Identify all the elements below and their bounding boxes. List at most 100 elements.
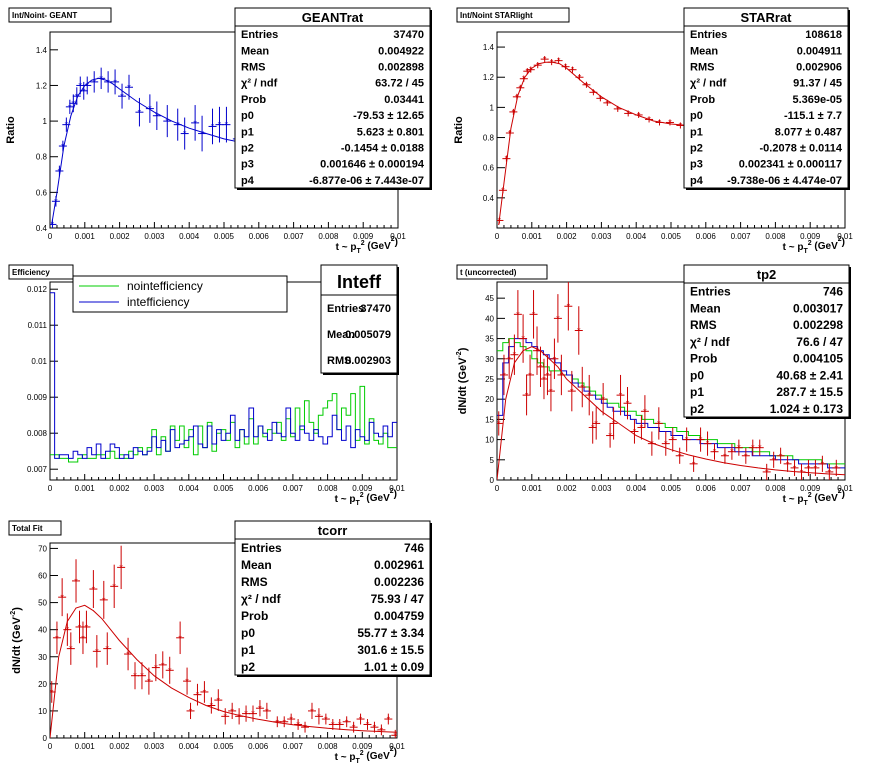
point-marker: * — [513, 350, 517, 360]
x-tick-label: 0.006 — [248, 484, 269, 493]
point-marker: * — [577, 326, 581, 336]
point-marker: * — [564, 62, 568, 72]
data-point: * — [585, 374, 594, 416]
stats-key: p2 — [690, 142, 703, 154]
data-point: * — [568, 65, 577, 75]
data-point: * — [578, 366, 587, 408]
point-marker: * — [82, 86, 86, 96]
data-point: * — [370, 721, 379, 733]
point-marker: * — [140, 671, 144, 681]
x-axis-title: t ~ pT2 (GeV2) — [335, 746, 397, 765]
stats-key: Prob — [690, 352, 717, 366]
point-marker: * — [516, 310, 520, 320]
data-point: * — [575, 73, 584, 83]
data-point: * — [606, 423, 615, 448]
point-marker: * — [758, 443, 762, 453]
x-tick-label: 0.01 — [389, 742, 405, 751]
data-point: * — [523, 67, 532, 77]
data-point: * — [727, 443, 736, 460]
point-marker: * — [751, 443, 755, 453]
x-tick-label: 0.002 — [109, 742, 130, 751]
x-tick-label: 0.008 — [318, 232, 339, 241]
y-tick-label: 0.007 — [27, 465, 48, 474]
point-marker: * — [394, 731, 398, 741]
data-point: * — [50, 681, 56, 703]
point-marker: * — [606, 98, 610, 108]
data-point: * — [89, 570, 98, 608]
data-point: * — [356, 713, 365, 725]
point-marker: * — [113, 77, 117, 87]
x-axis-title-part: t ~ p — [335, 494, 356, 505]
point-marker: * — [549, 387, 553, 397]
point-marker: * — [497, 419, 501, 429]
stats-title: STARrat — [740, 10, 792, 25]
tcorr-panel: 0 0.001 0.002 0.003 0.004 0.005 0.006 0.007 0.00… — [8, 520, 432, 765]
data-point: * — [200, 681, 209, 703]
point-marker: * — [737, 443, 741, 453]
x-axis-title-part: T — [803, 248, 808, 255]
data-point: * — [720, 447, 729, 464]
stats-value: 0.002903 — [345, 355, 391, 367]
data-point: * — [342, 716, 351, 727]
point-marker: * — [546, 370, 550, 380]
x-tick-label: 0.009 — [800, 232, 821, 241]
point-marker: * — [658, 118, 662, 128]
stats-key: Mean — [241, 558, 272, 572]
y-tick-label: 0.6 — [483, 164, 495, 173]
stats-key: RMS — [241, 575, 268, 589]
point-marker: * — [324, 715, 328, 725]
x-tick-label: 0.003 — [144, 742, 165, 751]
data-point: * — [522, 374, 531, 416]
data-point: * — [499, 354, 508, 396]
point-marker: * — [265, 706, 269, 716]
point-marker: * — [643, 407, 647, 417]
point-marker: * — [507, 354, 511, 364]
y-axis-title-close: ) — [11, 607, 23, 611]
stats-key: p4 — [241, 175, 255, 187]
point-marker: * — [601, 395, 605, 405]
stats-key: p0 — [690, 368, 704, 382]
point-marker: * — [532, 310, 536, 320]
point-marker: * — [525, 391, 529, 401]
data-point: * — [734, 439, 743, 456]
point-marker: * — [542, 374, 546, 384]
y-tick-label: 35 — [485, 335, 494, 344]
data-point: * — [287, 713, 296, 725]
data-point: * — [603, 98, 612, 108]
x-axis-title: t ~ pT2 (GeV2) — [783, 488, 845, 507]
point-marker: * — [529, 65, 533, 75]
y-tick-label: 15 — [485, 415, 494, 424]
stats-box-frame — [234, 7, 431, 189]
point-marker: * — [166, 117, 170, 127]
data-point: * — [596, 94, 605, 104]
stats-key: χ² / ndf — [241, 78, 278, 90]
data-point: * — [561, 62, 570, 72]
point-marker: * — [522, 74, 526, 84]
data-point: * — [665, 118, 674, 128]
data-point: * — [557, 354, 566, 396]
stats-key: Prob — [241, 609, 268, 623]
stats-key: Entries — [690, 285, 731, 299]
x-tick-label: 0.01 — [837, 484, 853, 493]
data-point: * — [647, 431, 656, 456]
data-point: * — [58, 578, 67, 617]
data-point: * — [710, 443, 719, 460]
point-marker: * — [78, 622, 82, 632]
y-tick-label: 5 — [490, 456, 495, 465]
stats-value: 0.004911 — [797, 45, 842, 57]
data-point: * — [564, 282, 573, 331]
point-marker: * — [148, 104, 152, 114]
y-tick-label: 0 — [490, 476, 495, 485]
stats-value: 0.03441 — [384, 94, 424, 106]
x-axis-title-part: 2 — [361, 240, 365, 247]
stats-value: 1.01 ± 0.09 — [364, 660, 424, 674]
point-marker: * — [244, 709, 248, 719]
point-marker: * — [155, 111, 159, 121]
data-point: * — [554, 56, 563, 66]
stats-key: Prob — [690, 94, 715, 106]
point-marker: * — [65, 120, 69, 130]
point-marker: * — [119, 563, 123, 573]
stats-value: 0.004105 — [793, 352, 843, 366]
point-marker: * — [237, 712, 241, 722]
y-tick-label: 1 — [490, 103, 495, 112]
